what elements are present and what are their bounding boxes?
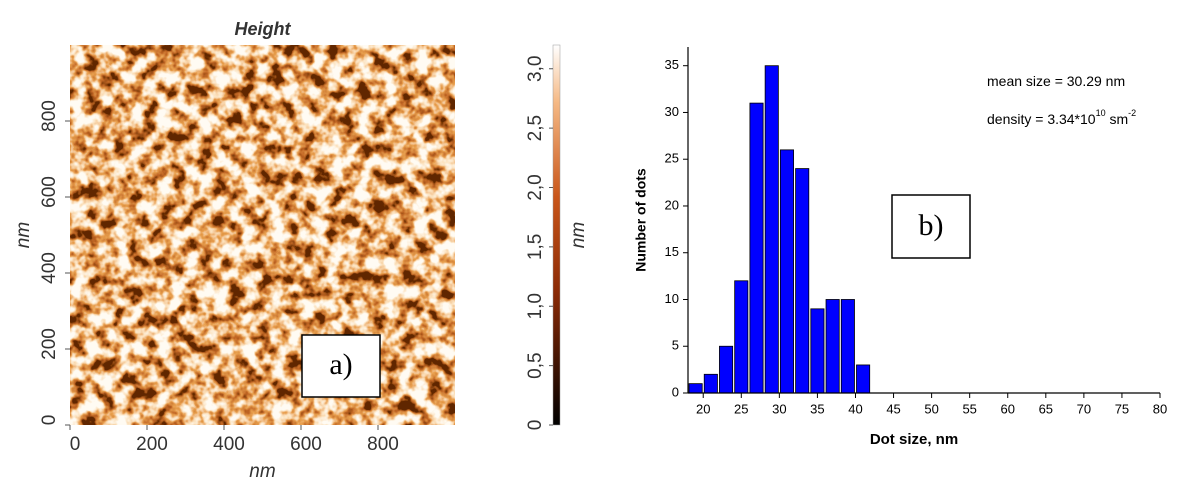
bar: [825, 299, 840, 394]
x-tick-label: 50: [924, 401, 938, 416]
y-tick-label: 800: [39, 100, 60, 132]
x-tick-label: 45: [886, 401, 900, 416]
bar: [764, 65, 779, 394]
bar: [810, 308, 825, 394]
y-tick-label: 5: [672, 338, 679, 353]
x-tick-label: 60: [1001, 401, 1015, 416]
panel-label: b): [919, 209, 944, 242]
annotation-superscript: 10: [1096, 108, 1106, 118]
x-tick-label: 40: [848, 401, 862, 416]
colorbar-tick-label: 1,0: [525, 293, 546, 319]
x-tick-label: 75: [1115, 401, 1129, 416]
x-tick-label: 65: [1039, 401, 1053, 416]
height-map: [70, 45, 455, 425]
annotation-superscript: -2: [1128, 108, 1136, 118]
y-tick-label: 15: [665, 244, 679, 259]
y-tick-label: 400: [39, 252, 60, 284]
x-axis-label: nm: [249, 461, 275, 482]
y-axis-label: Number of dots: [633, 168, 649, 272]
colorbar-tick-label: 0: [525, 420, 546, 431]
colorbar-tick-label: 2,0: [525, 174, 546, 200]
chart-title: Height: [235, 19, 292, 39]
annotation-unit: sm: [1106, 111, 1129, 127]
y-tick-label: 0: [672, 384, 679, 399]
y-tick-label: 30: [665, 104, 679, 119]
colorbar-tick-label: 0,5: [525, 352, 546, 378]
colorbar: [552, 44, 561, 426]
y-tick-label: 35: [665, 57, 679, 72]
colorbar-tick-label: 2,5: [525, 115, 546, 141]
x-tick-label: 20: [696, 401, 710, 416]
annotation-text: mean size = 30.29 nm: [987, 73, 1125, 89]
bar: [795, 168, 810, 394]
bar: [840, 299, 855, 394]
y-tick-label: 600: [39, 176, 60, 208]
x-tick-label: 80: [1153, 401, 1167, 416]
bar: [688, 383, 703, 394]
x-tick-label: 0: [70, 434, 81, 455]
bar: [734, 280, 749, 394]
panel-label-box: [891, 194, 971, 259]
bar: [779, 149, 794, 394]
x-axis-label: Dot size, nm: [870, 431, 958, 448]
x-tick-label: 600: [290, 434, 322, 455]
bar: [719, 345, 734, 394]
bar: [749, 102, 764, 394]
panel-label: a): [329, 348, 352, 381]
annotation: mean size = 30.29 nm: [987, 73, 1125, 89]
x-tick-label: 35: [810, 401, 824, 416]
x-tick-label: 200: [136, 434, 168, 455]
y-tick-label: 20: [665, 197, 679, 212]
y-tick-label: 25: [665, 151, 679, 166]
y-axis-label: nm: [13, 222, 34, 248]
panel-label-box: [301, 334, 381, 398]
colorbar-tick-label: 3,0: [525, 56, 546, 82]
x-tick-label: 800: [367, 434, 399, 455]
bar: [856, 364, 871, 394]
x-tick-label: 55: [962, 401, 976, 416]
x-tick-label: 70: [1077, 401, 1091, 416]
y-tick-label: 200: [39, 328, 60, 360]
colorbar-label: nm: [568, 222, 589, 248]
y-tick-label: 10: [665, 291, 679, 306]
x-tick-label: 25: [734, 401, 748, 416]
annotation: density = 3.34*1010 sm-2: [987, 108, 1136, 126]
colorbar-tick-label: 1,5: [525, 234, 546, 260]
annotation-text: density = 3.34*10: [987, 111, 1096, 127]
x-tick-label: 30: [772, 401, 786, 416]
x-tick-label: 400: [213, 434, 245, 455]
bar: [703, 373, 718, 394]
y-tick-label: 0: [39, 415, 60, 426]
